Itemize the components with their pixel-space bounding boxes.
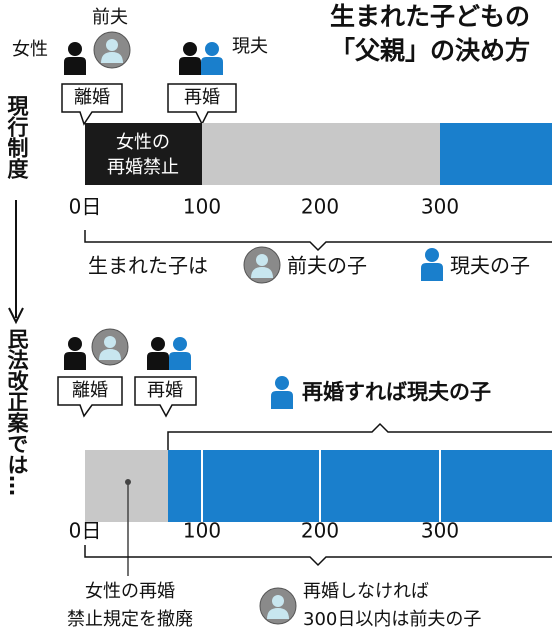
tick-label: 200 xyxy=(301,195,339,219)
note: 再婚すれば現夫の子 xyxy=(302,380,491,404)
callout xyxy=(134,376,197,418)
woman-icon xyxy=(64,337,86,370)
caption: 再婚しなければ xyxy=(303,581,429,602)
caption: 禁止規定を撤廃 xyxy=(67,609,193,630)
caption: 女性の再婚 xyxy=(85,581,175,602)
woman-icon xyxy=(179,42,201,75)
caption: 前夫の子 xyxy=(287,254,367,278)
new-husband-icon xyxy=(169,337,191,370)
new-husband-icon xyxy=(421,248,443,281)
ex-husband-period xyxy=(202,123,440,185)
bar-text: 再婚禁止 xyxy=(107,157,179,178)
callout-text: 離婚 xyxy=(72,380,108,401)
callout-text: 再婚 xyxy=(184,87,220,108)
ban-period xyxy=(85,123,202,185)
tick-label: 100 xyxy=(183,195,221,219)
caption: 300日以内は前夫の子 xyxy=(303,609,481,630)
tick-label: 0日 xyxy=(69,195,102,219)
tick-label: 100 xyxy=(183,519,221,543)
tick-label: 300 xyxy=(421,519,459,543)
callout xyxy=(61,83,123,126)
caption: 生まれた子は xyxy=(88,254,208,278)
caption: 現夫の子 xyxy=(450,254,530,278)
arrow-head xyxy=(8,307,24,325)
new-husband-icon xyxy=(201,42,223,75)
person-label: 前夫 xyxy=(92,7,128,28)
bracket xyxy=(167,422,552,450)
tick-label: 0日 xyxy=(69,519,102,543)
ex-husband-period xyxy=(85,450,168,522)
title-line: 生まれた子どもの xyxy=(330,2,530,31)
tick-label: 200 xyxy=(301,519,339,543)
ex-husband-icon xyxy=(91,328,129,366)
ex-husband-icon xyxy=(93,31,131,69)
callout-text: 再婚 xyxy=(147,380,183,401)
title-line: 「父親」の決め方 xyxy=(330,36,530,65)
woman-icon xyxy=(147,337,169,370)
tick-label: 300 xyxy=(421,195,459,219)
callout xyxy=(57,376,123,418)
section-label: 現行制度 xyxy=(5,95,30,180)
callout-text: 離婚 xyxy=(74,87,110,108)
section-label: 民法改正案では… xyxy=(5,328,30,496)
bracket xyxy=(84,230,552,252)
ex-husband-icon xyxy=(259,587,297,625)
new-husband-period xyxy=(440,123,552,185)
callout xyxy=(167,83,237,126)
bar-text: 女性の xyxy=(116,132,170,153)
person-label: 女性 xyxy=(12,39,48,60)
new-husband-period xyxy=(168,450,552,522)
new-husband-icon xyxy=(271,376,293,409)
woman-icon xyxy=(64,42,86,75)
person-label: 現夫 xyxy=(232,36,268,57)
bracket xyxy=(84,545,552,567)
ex-husband-icon xyxy=(243,246,281,284)
